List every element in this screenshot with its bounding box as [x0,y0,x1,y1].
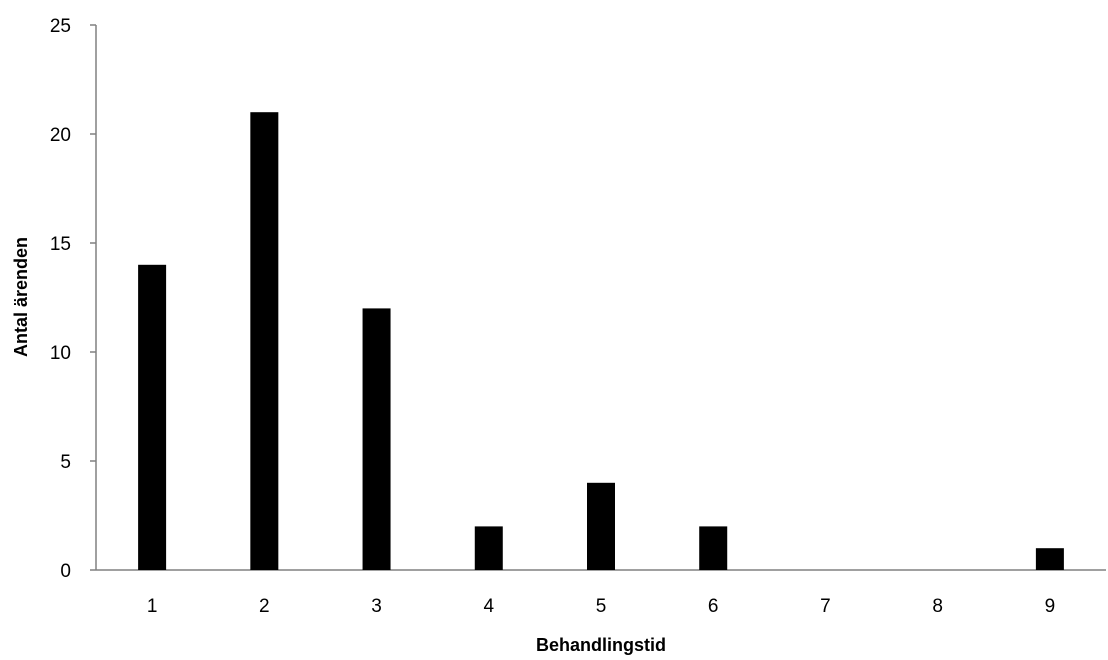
bar-9 [1035,548,1064,570]
x-tick-label: 1 [147,596,158,617]
y-axis: 0 5 10 15 20 25 [50,16,97,582]
x-tick-label: 6 [708,596,719,617]
bar-3 [362,308,391,570]
y-tick-label: 10 [50,343,71,364]
x-tick-label: 8 [932,596,943,617]
y-tick-label: 15 [50,234,71,255]
x-tick-label: 9 [1045,596,1056,617]
bar-1 [138,264,167,570]
x-tick-label: 7 [820,596,831,617]
bar-5 [587,482,615,570]
x-tick-label: 5 [596,596,607,617]
y-tick-label: 5 [60,452,71,473]
bar-4 [474,526,503,570]
x-tick-label: 4 [483,596,494,617]
x-tick-label: 3 [371,596,382,617]
y-tick-label: 0 [60,561,71,582]
bars [138,112,1064,570]
x-tick-label: 2 [259,596,270,617]
y-axis-title: Antal ärenden [11,237,31,357]
x-axis-title: Behandlingstid [536,635,666,655]
y-tick-label: 20 [50,125,71,146]
x-axis: 1 2 3 4 5 6 7 8 9 [96,569,1106,617]
bar-2 [250,112,279,570]
y-tick-label: 25 [50,16,71,37]
bar-6 [699,526,728,570]
